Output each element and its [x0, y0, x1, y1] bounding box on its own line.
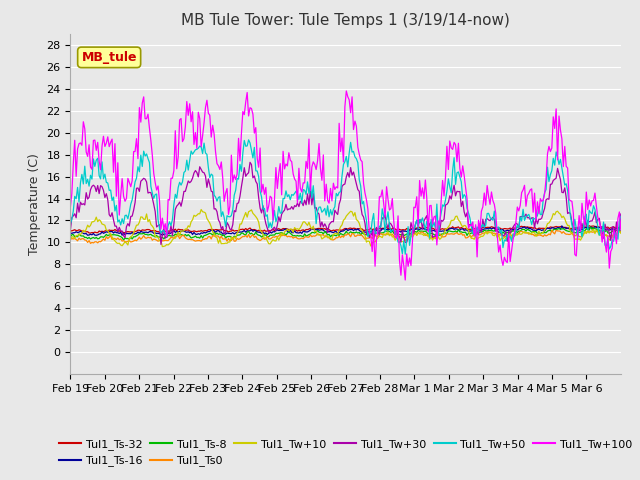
Title: MB Tule Tower: Tule Temps 1 (3/19/14-now): MB Tule Tower: Tule Temps 1 (3/19/14-now… [181, 13, 510, 28]
Text: MB_tule: MB_tule [81, 51, 137, 64]
Legend: Tul1_Ts-32, Tul1_Ts-16, Tul1_Ts-8, Tul1_Ts0, Tul1_Tw+10, Tul1_Tw+30, Tul1_Tw+50,: Tul1_Ts-32, Tul1_Ts-16, Tul1_Ts-8, Tul1_… [54, 434, 637, 471]
Y-axis label: Temperature (C): Temperature (C) [28, 153, 41, 255]
